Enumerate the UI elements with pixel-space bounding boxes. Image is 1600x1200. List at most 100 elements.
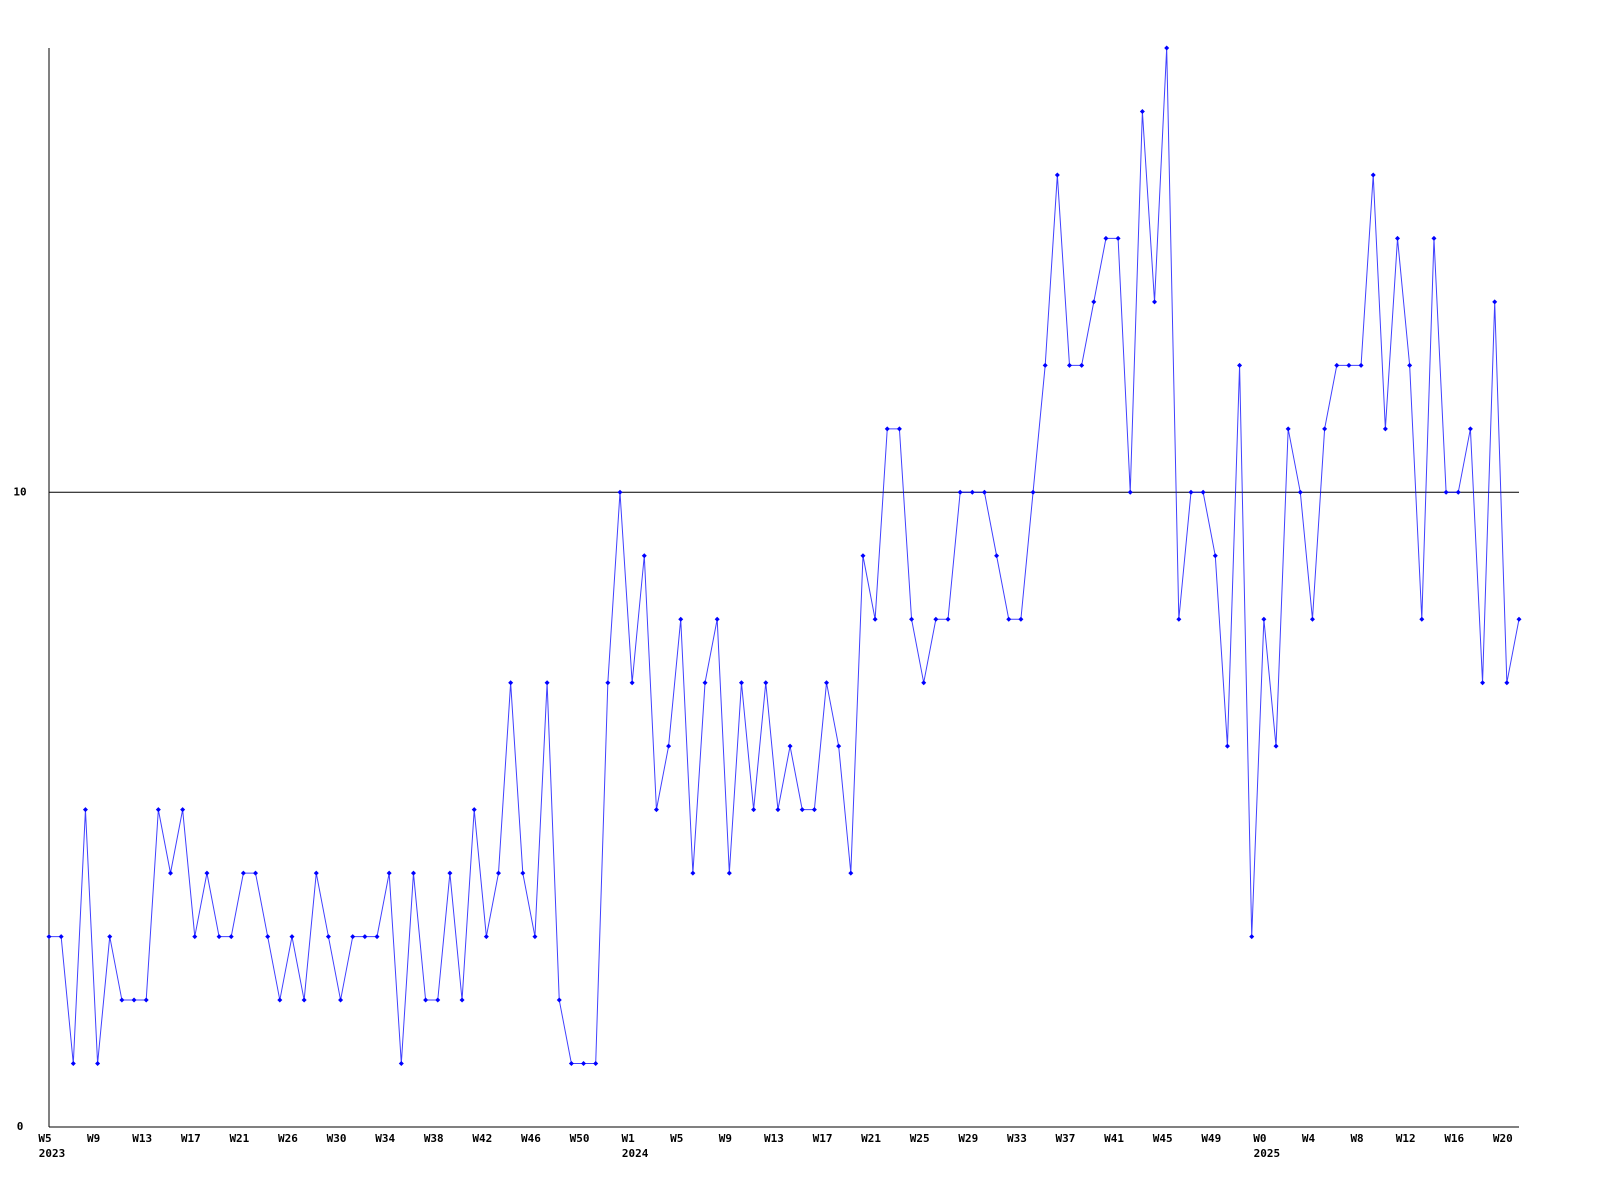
- data-point: [1334, 362, 1340, 368]
- data-point: [921, 680, 927, 686]
- data-point: [1030, 489, 1036, 495]
- data-point: [95, 1061, 101, 1067]
- data-point: [1139, 108, 1145, 114]
- data-point: [313, 870, 319, 876]
- data-point: [410, 870, 416, 876]
- data-point: [240, 870, 246, 876]
- data-point: [763, 680, 769, 686]
- data-point: [350, 934, 356, 940]
- data-point: [1079, 362, 1085, 368]
- data-point: [799, 807, 805, 813]
- data-point: [969, 489, 975, 495]
- data-point: [423, 997, 429, 1003]
- data-point: [1370, 172, 1376, 178]
- data-point: [933, 616, 939, 622]
- data-point: [1224, 743, 1230, 749]
- data-point: [909, 616, 915, 622]
- x-tick-label: W25: [910, 1132, 930, 1145]
- data-point: [593, 1061, 599, 1067]
- x-tick-label: W0: [1253, 1132, 1266, 1145]
- data-point: [1382, 426, 1388, 432]
- x-tick-label: W13: [132, 1132, 152, 1145]
- data-point: [581, 1061, 587, 1067]
- x-tick-label: W21: [861, 1132, 881, 1145]
- data-point: [228, 934, 234, 940]
- data-point: [994, 553, 1000, 559]
- data-point: [520, 870, 526, 876]
- data-point: [556, 997, 562, 1003]
- data-point: [1237, 362, 1243, 368]
- data-point: [119, 997, 125, 1003]
- x-tick-label: W17: [813, 1132, 833, 1145]
- data-point: [1309, 616, 1315, 622]
- data-point: [155, 807, 161, 813]
- data-point: [1407, 362, 1413, 368]
- data-point: [751, 807, 757, 813]
- data-point: [265, 934, 271, 940]
- x-tick-label: W41: [1104, 1132, 1124, 1145]
- data-point: [1103, 235, 1109, 241]
- data-point: [82, 807, 88, 813]
- data-point: [1054, 172, 1060, 178]
- data-point: [1200, 489, 1206, 495]
- data-point: [386, 870, 392, 876]
- x-tick-label: W5: [670, 1132, 683, 1145]
- data-point: [1091, 299, 1097, 305]
- data-point: [1322, 426, 1328, 432]
- data-point: [896, 426, 902, 432]
- data-point: [568, 1061, 574, 1067]
- x-tick-label: W49: [1201, 1132, 1221, 1145]
- data-point: [787, 743, 793, 749]
- x-tick-label: W50: [570, 1132, 590, 1145]
- x-tick-label: W30: [327, 1132, 347, 1145]
- data-point: [496, 870, 502, 876]
- data-point: [1152, 299, 1158, 305]
- data-point: [605, 680, 611, 686]
- x-tick-label: W37: [1056, 1132, 1076, 1145]
- data-point: [1127, 489, 1133, 495]
- data-point: [216, 934, 222, 940]
- data-point: [325, 934, 331, 940]
- data-point: [131, 997, 137, 1003]
- data-point: [1480, 680, 1486, 686]
- x-tick-label: W33: [1007, 1132, 1027, 1145]
- data-point: [192, 934, 198, 940]
- x-tick-label: W1: [622, 1132, 636, 1145]
- x-tick-label: W17: [181, 1132, 201, 1145]
- data-point: [1285, 426, 1291, 432]
- data-point: [277, 997, 283, 1003]
- year-label: 2023: [39, 1147, 66, 1160]
- data-point: [981, 489, 987, 495]
- data-point: [629, 680, 635, 686]
- x-tick-label: W26: [278, 1132, 298, 1145]
- data-point: [143, 997, 149, 1003]
- data-point: [641, 553, 647, 559]
- x-tick-label: W12: [1396, 1132, 1416, 1145]
- data-point: [1443, 489, 1449, 495]
- data-point: [447, 870, 453, 876]
- data-point: [544, 680, 550, 686]
- data-point: [180, 807, 186, 813]
- data-point: [301, 997, 307, 1003]
- data-point: [836, 743, 842, 749]
- data-point: [1042, 362, 1048, 368]
- data-point: [483, 934, 489, 940]
- data-point: [811, 807, 817, 813]
- data-point: [824, 680, 830, 686]
- data-point: [1467, 426, 1473, 432]
- data-point: [860, 553, 866, 559]
- data-point: [338, 997, 344, 1003]
- data-point: [666, 743, 672, 749]
- x-tick-label: W16: [1444, 1132, 1464, 1145]
- data-point: [362, 934, 368, 940]
- data-point: [1212, 553, 1218, 559]
- data-point: [70, 1061, 76, 1067]
- data-point: [46, 934, 52, 940]
- year-label: 2024: [622, 1147, 649, 1160]
- data-point: [872, 616, 878, 622]
- data-point: [884, 426, 890, 432]
- x-tick-label: W9: [719, 1132, 732, 1145]
- data-point: [945, 616, 951, 622]
